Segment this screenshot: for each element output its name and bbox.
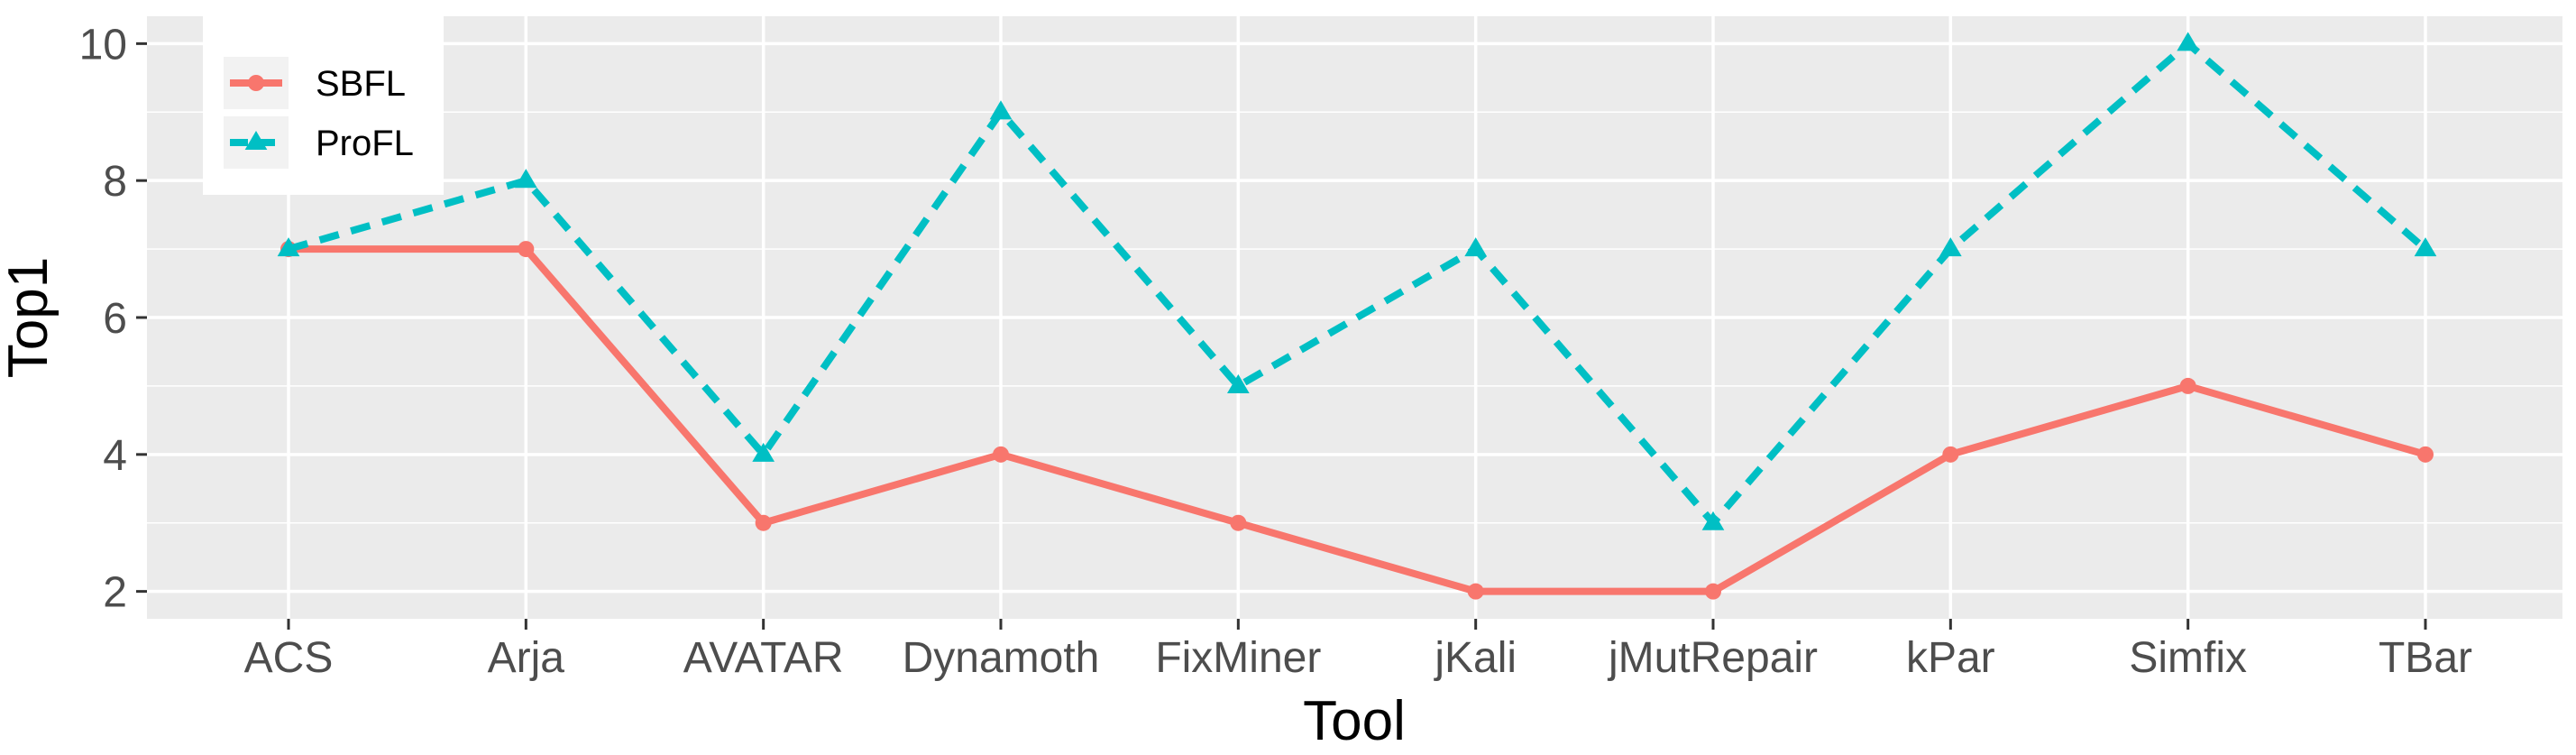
x-tick-label: TBar xyxy=(2379,634,2472,682)
data-point-sbfl xyxy=(1467,583,1484,600)
data-point-profl xyxy=(1939,237,1962,257)
y-tick-label: 4 xyxy=(103,432,127,480)
data-point-profl xyxy=(989,100,1013,120)
x-tick-label: AVATAR xyxy=(683,634,844,682)
data-point-profl xyxy=(752,442,775,462)
y-tick-label: 6 xyxy=(103,295,127,343)
data-point-profl xyxy=(1226,373,1250,393)
series-profl xyxy=(277,32,2437,530)
x-tick-label: Simfix xyxy=(2129,634,2247,682)
x-tick-label: FixMiner xyxy=(1155,634,1321,682)
grid-lines xyxy=(147,16,2562,619)
series-layer xyxy=(277,32,2437,600)
data-point-sbfl xyxy=(2179,377,2196,394)
data-point-profl xyxy=(277,237,300,257)
x-axis-ticks: ACS Arja AVATAR Dynamoth FixMiner jKali jMutRe… xyxy=(244,619,2472,682)
y-axis-title: Top1 xyxy=(0,257,60,378)
series-line-profl xyxy=(287,40,2428,527)
data-point-sbfl xyxy=(1942,446,1959,463)
legend-label-sbfl: SBFL xyxy=(316,64,406,104)
data-point-sbfl xyxy=(1230,514,1247,531)
x-tick-label: Arja xyxy=(488,634,565,682)
x-tick-label: ACS xyxy=(244,634,334,682)
data-point-sbfl xyxy=(518,241,535,258)
data-point-profl xyxy=(514,169,537,189)
data-point-profl xyxy=(1701,511,1725,530)
y-tick-label: 2 xyxy=(103,569,127,617)
data-point-sbfl xyxy=(1705,583,1721,600)
x-tick-label: Dynamoth xyxy=(903,634,1100,682)
data-point-profl xyxy=(1464,237,1488,257)
y-axis-ticks: 2 4 6 8 10 xyxy=(79,21,147,617)
y-tick-label: 8 xyxy=(103,158,127,206)
data-point-sbfl xyxy=(993,446,1009,463)
data-point-sbfl xyxy=(2417,446,2434,463)
x-tick-label: kPar xyxy=(1906,634,1995,682)
data-point-profl xyxy=(2414,237,2437,257)
data-point-profl xyxy=(2177,32,2200,51)
legend-label-profl: ProFL xyxy=(316,124,414,163)
x-axis-title: Tool xyxy=(1303,690,1406,752)
y-tick-label: 10 xyxy=(79,21,127,69)
x-tick-label: jKali xyxy=(1433,634,1517,682)
series-line-sbfl xyxy=(289,245,2427,595)
data-point-sbfl xyxy=(755,514,772,531)
legend-key-marker-profl xyxy=(244,131,268,151)
x-tick-label: jMutRepair xyxy=(1607,634,1818,682)
legend-key-marker-sbfl xyxy=(248,75,264,91)
legend: SBFL ProFL xyxy=(203,16,444,195)
